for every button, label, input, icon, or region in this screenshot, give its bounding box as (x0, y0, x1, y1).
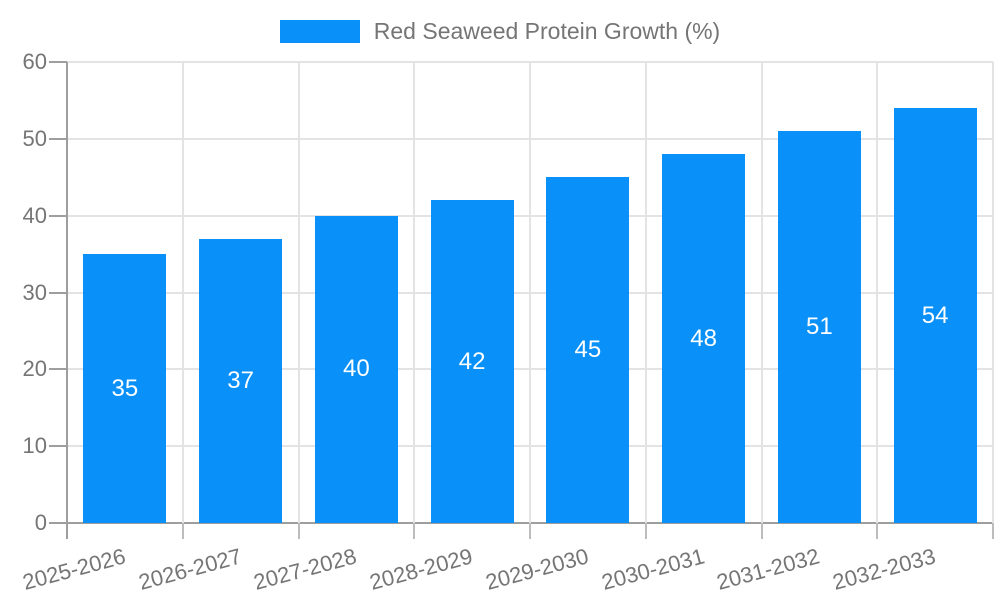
bar-value-label: 45 (574, 336, 602, 364)
x-tick-label: 2031-2032 (714, 543, 823, 595)
v-gridline (992, 62, 994, 523)
v-gridline (760, 62, 763, 523)
bar[interactable]: 35 (83, 254, 167, 523)
y-tick-label: 0 (34, 510, 47, 535)
x-tick-label: 2029-2030 (482, 543, 591, 595)
v-gridline (181, 62, 184, 523)
legend: Red Seaweed Protein Growth (%) (0, 19, 1000, 44)
x-tick-mark (644, 523, 647, 539)
bar-value-label: 37 (227, 366, 254, 394)
v-gridline (297, 62, 300, 523)
y-tick-mark (49, 368, 67, 371)
x-tick-mark (297, 523, 300, 539)
x-tick-mark (876, 523, 879, 539)
bar[interactable]: 45 (546, 177, 630, 523)
y-tick-label: 20 (22, 356, 47, 382)
x-tick-label: 2027-2028 (251, 543, 360, 595)
y-tick-mark (49, 445, 67, 448)
bar[interactable]: 54 (893, 108, 977, 523)
bar-value-label: 54 (921, 301, 949, 329)
x-tick-mark (66, 523, 68, 539)
x-tick-label: 2026-2027 (135, 543, 244, 595)
bar-value-label: 42 (458, 347, 486, 375)
x-tick-mark (529, 523, 531, 539)
x-tick-mark (181, 523, 184, 539)
bar[interactable]: 40 (314, 215, 398, 523)
bar[interactable]: 42 (430, 200, 514, 523)
y-tick-mark (49, 137, 67, 140)
y-axis-line (66, 62, 68, 523)
legend-label: Red Seaweed Protein Growth (%) (373, 18, 721, 44)
x-tick-label: 2030-2031 (598, 543, 707, 595)
x-tick-mark (760, 523, 763, 539)
y-tick-mark (49, 214, 67, 217)
x-tick-mark (992, 523, 994, 539)
bar-value-label: 35 (111, 374, 139, 402)
x-tick-mark (413, 523, 416, 539)
y-tick-label: 10 (22, 433, 47, 459)
v-gridline (644, 62, 647, 523)
y-tick-label: 60 (22, 49, 47, 74)
y-tick-mark (49, 61, 67, 63)
bar-value-label: 51 (806, 313, 833, 341)
x-tick-label: 2032-2033 (830, 543, 939, 595)
legend-item[interactable]: Red Seaweed Protein Growth (%) (279, 18, 721, 44)
bar-value-label: 40 (343, 355, 370, 383)
y-tick-label: 50 (22, 125, 47, 151)
x-tick-label: 2028-2029 (367, 543, 476, 595)
bar-value-label: 48 (690, 324, 717, 352)
bar[interactable]: 37 (199, 238, 283, 523)
legend-swatch-icon (279, 20, 360, 43)
x-tick-label: 2025-2026 (19, 543, 128, 595)
bar[interactable]: 48 (662, 154, 746, 523)
bar[interactable]: 51 (777, 131, 861, 523)
v-gridline (413, 62, 416, 523)
y-tick-mark (49, 522, 67, 524)
v-gridline (529, 62, 531, 523)
v-gridline (876, 62, 879, 523)
y-tick-label: 40 (22, 202, 47, 228)
y-tick-label: 30 (22, 279, 47, 305)
y-tick-mark (49, 291, 67, 294)
